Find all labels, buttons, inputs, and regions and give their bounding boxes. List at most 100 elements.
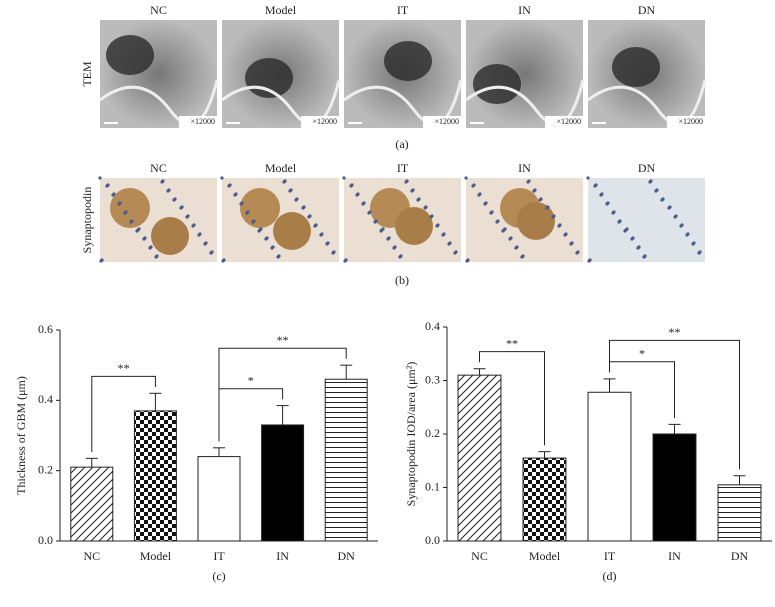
panel-title: IN (518, 161, 531, 175)
y-tick-label: 0.0 (425, 533, 440, 547)
cell (417, 197, 421, 201)
cell (668, 205, 672, 209)
cell (234, 192, 238, 196)
image-bg (100, 20, 217, 128)
magnification: ×12000 (190, 117, 215, 126)
cell (576, 250, 580, 254)
micrograph (98, 176, 217, 263)
panel-title: NC (150, 161, 167, 175)
cell (631, 236, 635, 240)
cell (240, 201, 244, 205)
significance-label: ** (277, 333, 289, 347)
cell (521, 254, 525, 258)
cell (192, 223, 196, 227)
x-tick-label: IT (604, 549, 616, 563)
panel-title: IT (397, 161, 409, 175)
cell (220, 176, 224, 180)
micrograph: ×12000 (465, 20, 585, 128)
membrane (221, 79, 341, 126)
bar (133, 410, 177, 542)
panel-title: IT (397, 3, 409, 17)
cell (198, 232, 202, 236)
nucleus (384, 41, 432, 81)
cell (350, 183, 354, 187)
row-caption: (b) (395, 273, 409, 287)
cell (490, 210, 494, 214)
bar (457, 374, 502, 542)
panel-title: DN (638, 3, 656, 17)
cell (430, 214, 434, 218)
y-tick-label: 0.2 (425, 426, 440, 440)
cell (356, 192, 360, 196)
significance-label: * (639, 347, 645, 361)
significance-bracket (609, 339, 740, 470)
cell (271, 245, 275, 249)
cell (143, 236, 147, 240)
x-tick-label: DN (731, 549, 749, 563)
bar (717, 484, 762, 542)
membrane (465, 79, 585, 126)
caption: (c) (212, 569, 225, 583)
cell (289, 188, 293, 192)
mag-box (301, 116, 339, 128)
mag-box (179, 116, 217, 128)
cell (252, 219, 256, 223)
cell (552, 214, 556, 218)
panel-title: NC (150, 3, 167, 17)
micrograph (220, 176, 339, 263)
nucleus (106, 35, 154, 75)
cell (472, 183, 476, 187)
x-tick-label: IT (213, 549, 225, 563)
glomerulus (395, 207, 433, 245)
magnification: ×12000 (434, 117, 459, 126)
significance-label: ** (669, 325, 681, 339)
cell (222, 258, 226, 262)
cell (155, 254, 159, 258)
glomerulus (240, 188, 280, 228)
cell (612, 210, 616, 214)
cell (586, 176, 590, 180)
cell (484, 201, 488, 205)
cell (265, 236, 269, 240)
cell (137, 227, 141, 231)
x-tick-label: IN (276, 549, 289, 563)
cell (674, 214, 678, 218)
cell (466, 258, 470, 262)
cell (210, 250, 214, 254)
cell (478, 192, 482, 196)
y-tick-label: 0.3 (425, 372, 440, 386)
cell (314, 223, 318, 227)
x-tick-label: NC (471, 549, 488, 563)
y-tick-label: 0.1 (425, 479, 440, 493)
cell (167, 188, 171, 192)
cell (692, 241, 696, 245)
x-tick-label: DN (338, 549, 356, 563)
mag-box (667, 116, 705, 128)
y-tick-label: 0.2 (38, 462, 53, 476)
cell (655, 188, 659, 192)
significance-bracket (479, 351, 545, 446)
cell (302, 205, 306, 209)
cell (509, 236, 513, 240)
bar (70, 466, 114, 542)
micrograph: ×12000 (99, 20, 219, 128)
y-tick-label: 0.6 (38, 322, 53, 336)
cell (106, 183, 110, 187)
panel-title: IN (518, 3, 531, 17)
y-tick-label: 0.4 (425, 319, 440, 333)
cell (606, 201, 610, 205)
cell (342, 176, 346, 180)
significance-bracket (91, 375, 156, 453)
panel-title: DN (638, 161, 656, 175)
bar (261, 424, 305, 542)
cell (320, 232, 324, 236)
cell (442, 232, 446, 236)
y-tick-label: 0.0 (38, 533, 53, 547)
x-tick-label: Model (529, 549, 561, 563)
cell (625, 227, 629, 231)
cell (527, 179, 531, 183)
cell (546, 205, 550, 209)
micrograph (464, 176, 583, 263)
bar (522, 457, 567, 542)
cell (515, 245, 519, 249)
